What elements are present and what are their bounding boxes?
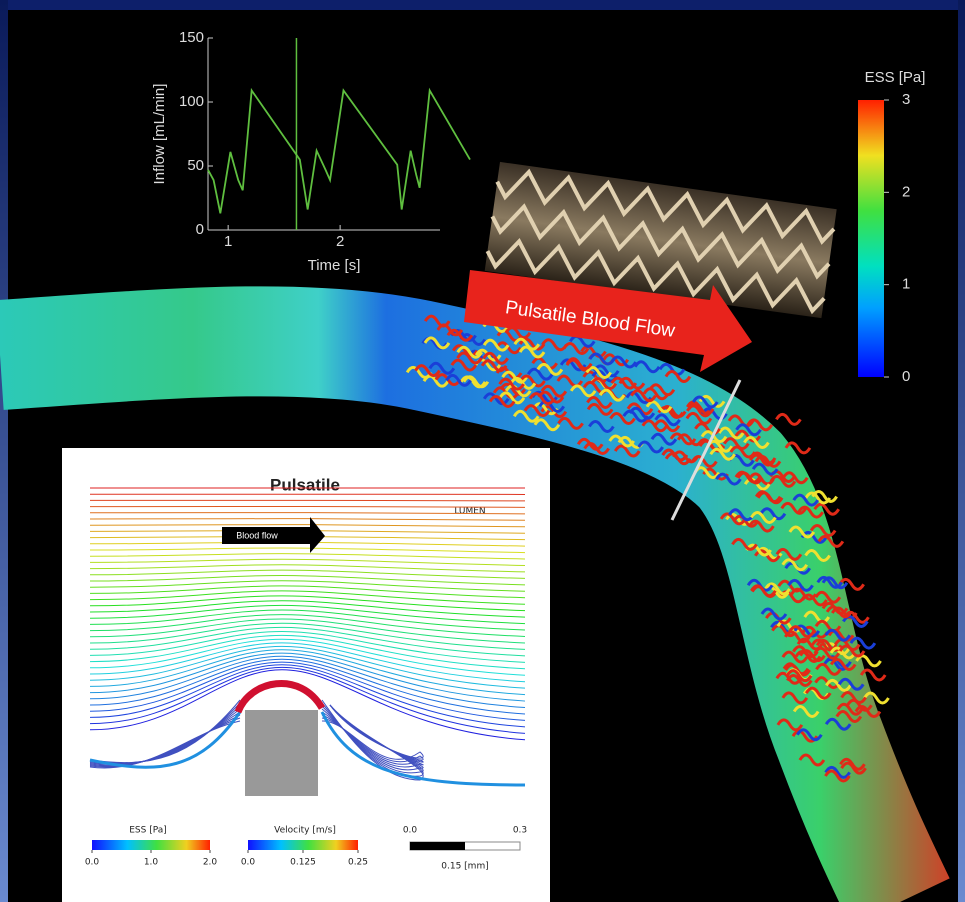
legend-tick-label: 0.25: [348, 858, 368, 868]
scale-bar-fill: [410, 842, 465, 850]
colorbar-tick-label: 3: [902, 91, 910, 108]
strut: [245, 710, 318, 796]
streamline: [90, 500, 525, 501]
legend-tick-label: 1.0: [144, 858, 159, 868]
colorbar-tick-label: 2: [902, 183, 910, 200]
scale-tick-label: 0.3: [513, 826, 527, 836]
legend-tick-label: 0.0: [241, 858, 256, 868]
ess-legend-bar: [92, 840, 210, 850]
inflow-chart: Inflow [mL/min] Time [s] 0 50 100 150 1 2: [151, 29, 470, 274]
colorbar-title: ESS [Pa]: [865, 69, 926, 86]
inset-arrow-label: Blood flow: [236, 530, 278, 540]
scale-tick-label: 0.0: [403, 826, 418, 836]
y-tick-label: 100: [179, 93, 204, 110]
side-band: [0, 0, 8, 902]
top-band: [0, 0, 965, 10]
inset-title: Pulsatile: [270, 475, 340, 494]
inflow-line: [208, 90, 470, 213]
ess-legend-title: ESS [Pa]: [129, 826, 167, 836]
page: {"chart_data": {"type": "line", "x_label…: [0, 0, 965, 902]
legend-tick-label: 2.0: [203, 858, 218, 868]
figure: Pulsatile Blood Flow ESS [Pa] Inflow [mL…: [0, 0, 965, 902]
stent-strut: [776, 414, 800, 424]
colorbar: [858, 100, 884, 377]
x-tick-label: 2: [336, 233, 344, 250]
y-tick-label: 50: [187, 157, 204, 174]
y-tick-label: 150: [179, 29, 204, 46]
velocity-legend-bar: [248, 840, 358, 850]
x-tick-label: 1: [224, 233, 232, 250]
legend-tick-label: 0.0: [85, 858, 100, 868]
scale-bar-label: 0.15 [mm]: [441, 862, 488, 872]
inset-region: LUMEN: [454, 507, 485, 517]
y-tick-label: 0: [196, 221, 204, 238]
x-axis-label: Time [s]: [308, 257, 361, 274]
y-axis-label: Inflow [mL/min]: [151, 84, 168, 185]
inset: Pulsatile LUMEN Blood flow ESS [Pa] Velo…: [62, 448, 550, 902]
legend-tick-label: 0.125: [290, 858, 316, 868]
velocity-legend-title: Velocity [m/s]: [274, 826, 336, 836]
colorbar-tick-label: 1: [902, 276, 910, 293]
colorbar-tick-label: 0: [902, 368, 910, 385]
side-band: [958, 0, 965, 902]
